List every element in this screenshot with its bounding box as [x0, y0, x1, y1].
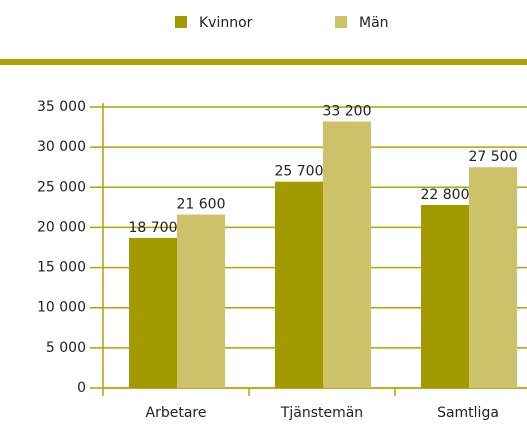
- legend-swatch: [335, 16, 347, 28]
- bar: [177, 214, 225, 388]
- value-label: 27 500: [469, 149, 518, 165]
- legend-swatch: [175, 16, 187, 28]
- value-label: 22 800: [421, 187, 470, 203]
- bar: [129, 237, 177, 388]
- y-tick-label: 5 000: [46, 340, 86, 356]
- y-tick-label: 30 000: [37, 139, 86, 155]
- value-label: 33 200: [323, 103, 372, 119]
- x-tick-label: Tjänstemän: [280, 405, 363, 421]
- y-tick-label: 15 000: [37, 260, 86, 276]
- y-tick-label: 0: [77, 380, 86, 396]
- bar: [469, 167, 517, 388]
- x-tick-label: Arbetare: [146, 405, 207, 421]
- bar: [323, 121, 371, 389]
- legend-label: Kvinnor: [199, 15, 253, 31]
- y-tick-label: 20 000: [37, 219, 86, 235]
- value-label: 18 700: [129, 220, 178, 236]
- legend-label: Män: [359, 15, 389, 31]
- value-label: 21 600: [177, 197, 226, 213]
- y-tick-label: 35 000: [37, 99, 86, 115]
- value-label: 25 700: [275, 164, 324, 180]
- y-tick-label: 25 000: [37, 179, 86, 195]
- bar: [421, 204, 469, 388]
- x-tick-label: Samtliga: [437, 405, 499, 421]
- bar: [275, 181, 323, 388]
- y-tick-label: 10 000: [37, 300, 86, 316]
- top-band: [0, 59, 527, 65]
